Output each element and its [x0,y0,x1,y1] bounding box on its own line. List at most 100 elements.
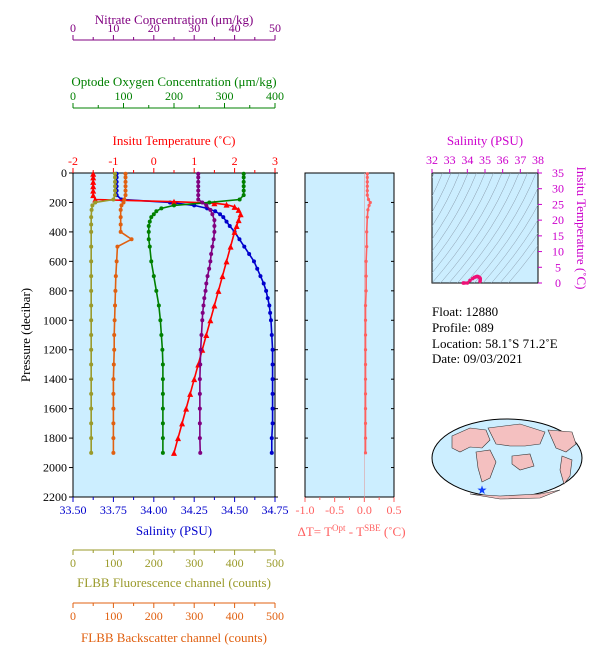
delta-t-plot-area [304,172,395,498]
ts-salinity-tick-label: 33 [444,153,456,167]
oxygen-point [149,215,154,220]
ts-isopycnal [482,204,538,283]
world-map: ★ [431,418,583,500]
oxygen-point [237,197,242,202]
ts-isopycnal [432,173,443,197]
fluorescence-point [113,184,118,189]
backscatter-point [123,184,128,189]
fluorescence-point [89,274,94,279]
delta-t-point [364,259,368,263]
fluorescence-line [90,173,116,453]
nitrate-point [209,252,214,256]
fluorescence-point [89,391,94,396]
fluorescence-point [89,222,94,227]
backscatter-point [111,406,116,411]
salinity-tick-label: 34.75 [262,503,289,517]
salinity-point [265,296,270,301]
ts-isopycnal [432,173,494,274]
temperature-series [90,170,244,456]
salinity-tick-label: 33.75 [100,503,127,517]
temperature-point [237,211,244,218]
salinity-point [251,259,256,264]
fluorescence-point [113,175,118,180]
fluorescence-tick-label: 500 [266,556,284,570]
nitrate-point [197,391,202,396]
backscatter-point [113,303,118,308]
nitrate-point [207,266,212,271]
salinity-point [242,244,247,249]
salinity-point [264,288,269,293]
backscatter-series [111,171,134,455]
backscatter-point [123,175,128,180]
nitrate-point [197,436,202,441]
temperature-point [223,258,230,265]
salinity-point [247,252,252,256]
oxygen-point [241,188,246,193]
backscatter-point [111,377,116,382]
delta-t-point [363,303,368,308]
nitrate-point [196,179,201,184]
map-continent-antarctica [469,489,561,500]
salinity-tick-label: 33.50 [60,503,87,517]
salinity-point [213,209,218,214]
salinity-point [268,310,273,315]
nitrate-point [196,171,201,176]
salinity-point [267,303,272,308]
pressure-tick-label: 1800 [43,431,67,445]
salinity-tick-label: 34.00 [140,503,167,517]
oxygen-point [151,274,156,279]
nitrate-point [196,184,201,189]
temperature-point [90,174,97,181]
delta-t-point [363,333,368,337]
backscatter-axis-title: FLBB Backscatter channel (counts) [81,630,267,645]
nitrate-tick-label: 0 [70,21,76,35]
salinity-axis-title: Salinity (PSU) [136,523,212,538]
oxygen-tick-label: 200 [165,89,183,103]
delta-t-point [365,175,369,180]
ts-point [478,279,482,284]
nitrate-point [205,274,210,279]
pressure-tick-label: 1000 [43,313,67,327]
oxygen-point [160,406,165,411]
nitrate-point [201,303,206,308]
oxygen-point [241,184,246,189]
fluorescence-tick-label: 300 [185,556,203,570]
salinity-point [269,333,274,337]
fluorescence-point [89,377,94,382]
ts-point [465,281,470,285]
ts-isopycnal [508,245,538,283]
map-continents [451,423,577,500]
oxygen-tick-label: 100 [115,89,133,103]
fluorescence-point [89,215,94,220]
temperature-tick-label: 1 [191,154,197,168]
delta-t-point [363,377,368,381]
ts-isopycnal [432,173,486,263]
nitrate-point [198,347,203,352]
ts-point [468,278,472,283]
temperature-point [171,198,177,205]
salinity-point [270,406,275,411]
delta-t-point [365,189,369,193]
ts-temp-tick-label: 20 [552,213,564,227]
info-date: Date: 09/03/2021 [432,351,523,366]
nitrate-point [198,362,203,367]
fluorescence-series [89,171,118,455]
pressure-tick-label: 0 [61,166,67,180]
ts-salinity-tick-label: 34 [461,153,473,167]
fluorescence-point [89,207,94,212]
fluorescence-axis-title: FLBB Fluorescence channel (counts) [77,575,271,590]
ts-isopycnal [448,173,520,283]
delta-t-point [365,193,369,197]
fluorescence-point [89,288,94,293]
temperature-tick-label: -2 [68,154,78,168]
delta-t-point [363,407,368,411]
nitrate-point [203,288,208,293]
backscatter-point [114,259,119,264]
salinity-point [270,347,275,352]
backscatter-tick-label: 100 [104,609,122,623]
oxygen-point [146,229,151,234]
oxygen-point [147,244,152,249]
temperature-point [233,223,240,230]
temperature-point [175,435,182,442]
oxygen-point [154,288,159,293]
